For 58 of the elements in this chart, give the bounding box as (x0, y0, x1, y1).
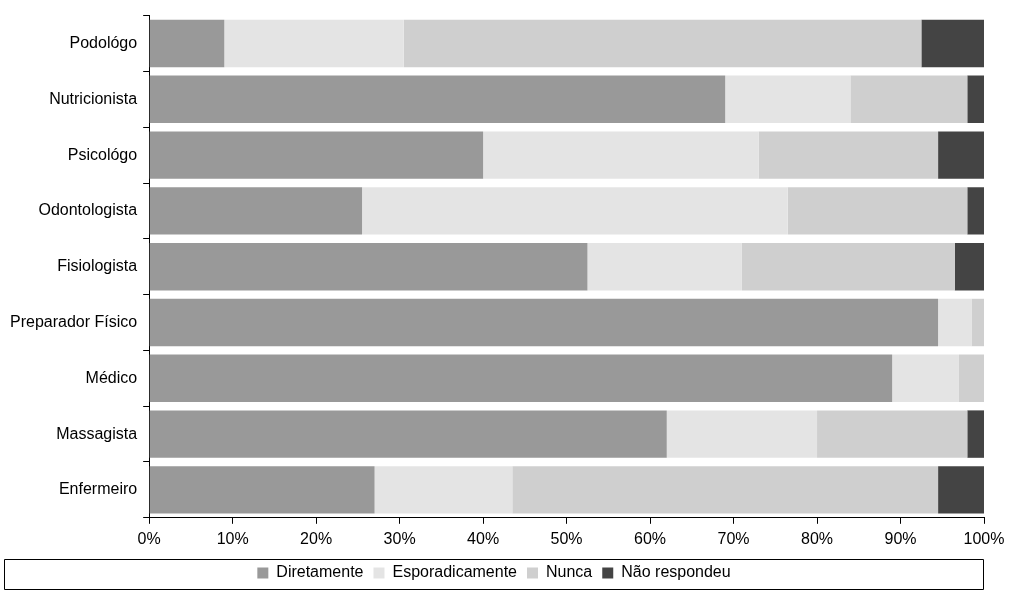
bar (483, 131, 759, 179)
legend-label: Diretamente (276, 563, 364, 581)
bar (149, 466, 375, 514)
bar (224, 19, 404, 68)
x-tick-label: 70% (717, 529, 750, 547)
x-tick-label: 80% (801, 529, 834, 547)
bar (954, 242, 984, 291)
y-tick-label: Podológo (69, 33, 138, 51)
bar (967, 410, 984, 458)
y-tick-label: Odontologista (38, 201, 138, 219)
bar (149, 187, 363, 235)
legend-label: Nunca (546, 563, 593, 581)
bar (149, 131, 484, 179)
bar (958, 354, 984, 403)
bar (149, 19, 225, 68)
legend-label: Esporadicamente (392, 563, 518, 581)
bar (403, 19, 922, 68)
bar (149, 410, 667, 458)
bar (967, 187, 984, 235)
bar (149, 242, 588, 291)
bar (850, 75, 968, 124)
y-tick-label: Preparador Físico (9, 312, 138, 330)
bar (938, 298, 972, 347)
x-tick-label: 50% (550, 529, 583, 547)
x-tick-label: 0% (137, 529, 161, 547)
bar (149, 354, 893, 403)
bar (758, 131, 939, 179)
bar (512, 466, 939, 514)
bar (817, 410, 968, 458)
bar (149, 75, 726, 124)
bar (149, 298, 939, 347)
y-tick-label: Médico (85, 368, 138, 386)
x-tick-label: 20% (300, 529, 333, 547)
bar (938, 131, 984, 179)
y-tick-label: Massagista (56, 424, 138, 442)
bar (938, 466, 984, 514)
bar (741, 242, 955, 291)
bar (666, 410, 818, 458)
bar (725, 75, 851, 124)
y-tick-label: Fisiologista (57, 257, 138, 275)
x-tick-label: 90% (884, 529, 917, 547)
bar (971, 298, 984, 347)
y-tick-label: Nutricionista (49, 89, 138, 107)
x-tick-label: 60% (634, 529, 667, 547)
x-tick-label: 30% (383, 529, 416, 547)
bar (892, 354, 959, 403)
bar (587, 242, 742, 291)
bar (374, 466, 513, 514)
bar (967, 75, 984, 124)
bar (787, 187, 968, 235)
bar (921, 19, 984, 68)
legend-label: Não respondeu (621, 563, 731, 581)
y-tick-label: Psicológo (67, 145, 138, 163)
x-tick-label: 100% (963, 529, 1005, 547)
y-tick-label: Enfermeiro (58, 480, 138, 498)
x-tick-label: 40% (467, 529, 500, 547)
bar (362, 187, 788, 235)
x-tick-label: 10% (216, 529, 249, 547)
